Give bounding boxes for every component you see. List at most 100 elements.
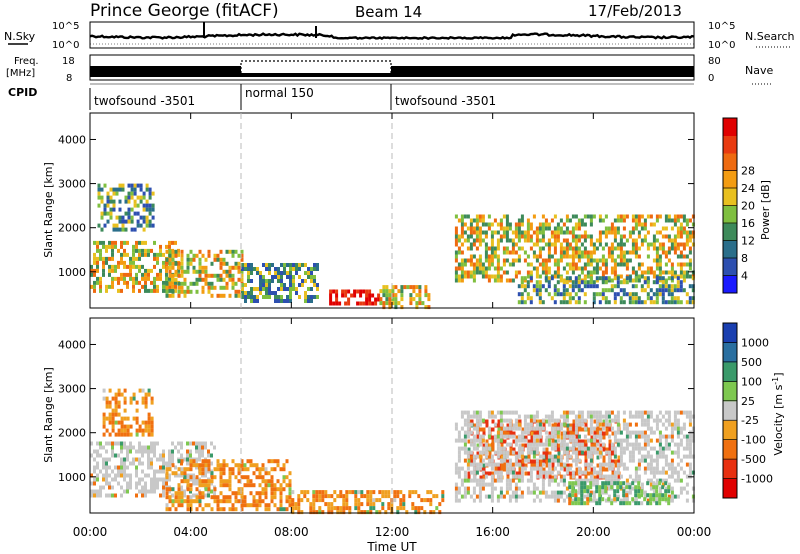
echo-cell [673,246,677,251]
echo-cell [183,269,187,274]
echo-cell [339,510,343,515]
echo-cell [574,462,578,467]
echo-cell [520,446,524,451]
echo-cell [691,434,695,439]
echo-cell [114,268,117,273]
echo-cell [123,388,127,393]
echo-cell [463,222,467,227]
echo-cell [457,234,461,239]
echo-cell [213,487,217,492]
echo-cell [168,276,171,281]
echo-cell [487,462,491,467]
echo-cell [475,230,479,235]
echo-cell [664,214,668,219]
echo-cell [390,502,394,507]
echo-cell [604,410,608,415]
echo-cell [93,457,96,462]
echo-cell [586,410,590,415]
echo-cell [130,207,134,212]
echo-cell [261,499,265,504]
echo-cell [496,474,500,479]
echo-cell [544,288,548,293]
echo-cell [186,265,190,270]
echo-cell [108,481,111,486]
echo-cell [548,475,552,480]
echo-cell [514,250,518,255]
echo-cell [148,187,152,192]
echo-cell [418,301,422,306]
echo-cell [277,299,280,303]
echo-cell [610,230,614,235]
echo-cell [177,273,181,278]
echo-cell [637,246,641,251]
echo-cell [619,258,623,263]
echo-cell [472,478,476,483]
echo-cell [234,491,238,496]
echo-cell [460,250,464,255]
echo-cell [133,203,137,208]
echo-cell [216,467,220,472]
echo-cell [469,234,473,239]
echo-cell [382,293,386,298]
echo-cell [147,457,150,462]
echo-cell [565,262,569,267]
echo-cell [589,485,593,490]
echo-cell [135,469,138,474]
echo-cell [148,191,152,196]
echo-cell [508,478,512,483]
echo-cell [553,422,557,427]
echo-cell [545,435,549,440]
echo-cell [327,506,331,511]
echo-cell [560,435,564,440]
echo-cell [553,234,557,239]
echo-cell [515,451,519,456]
echo-cell [256,299,259,303]
echo-cell [610,498,614,503]
echo-cell [628,430,632,435]
echo-cell [192,473,195,478]
echo-cell [400,297,404,302]
echo-cell [607,414,611,419]
echo-cell [192,441,195,446]
colorbar-tick-label: -100 [741,434,766,447]
echo-cell [180,445,183,450]
echo-cell [553,274,557,279]
echo-cell [111,493,114,498]
echo-cell [310,271,313,275]
x-tick-label: 12:00 [375,525,410,539]
echo-cell [313,263,316,267]
echo-cell [511,426,515,431]
echo-cell [514,410,518,415]
echo-cell [198,449,201,454]
echo-cell [463,490,467,495]
echo-cell [592,482,596,487]
echo-cell [655,230,659,235]
echo-cell [345,490,349,495]
echo-cell [189,489,192,494]
echo-cell [511,410,515,415]
echo-cell [580,280,584,285]
echo-cell [467,439,471,444]
echo-cell [667,485,671,490]
echo-cell [114,412,118,417]
echo-cell [625,434,629,439]
echo-cell [514,422,518,427]
echo-cell [679,466,683,471]
echo-cell [261,491,265,496]
echo-cell [255,463,259,468]
echo-cell [511,494,515,499]
y-tick-label: 2000 [58,222,86,235]
echo-cell [619,280,623,285]
echo-cell [150,457,153,462]
echo-cell [279,495,283,500]
echo-cell [111,408,115,413]
echo-cell [526,446,530,451]
echo-cell [111,268,114,273]
echo-cell [303,490,307,495]
echo-cell [616,218,620,223]
echo-cell [505,434,509,439]
echo-cell [667,434,671,439]
echo-cell [150,428,154,433]
echo-cell [469,478,473,483]
echo-cell [165,249,169,254]
